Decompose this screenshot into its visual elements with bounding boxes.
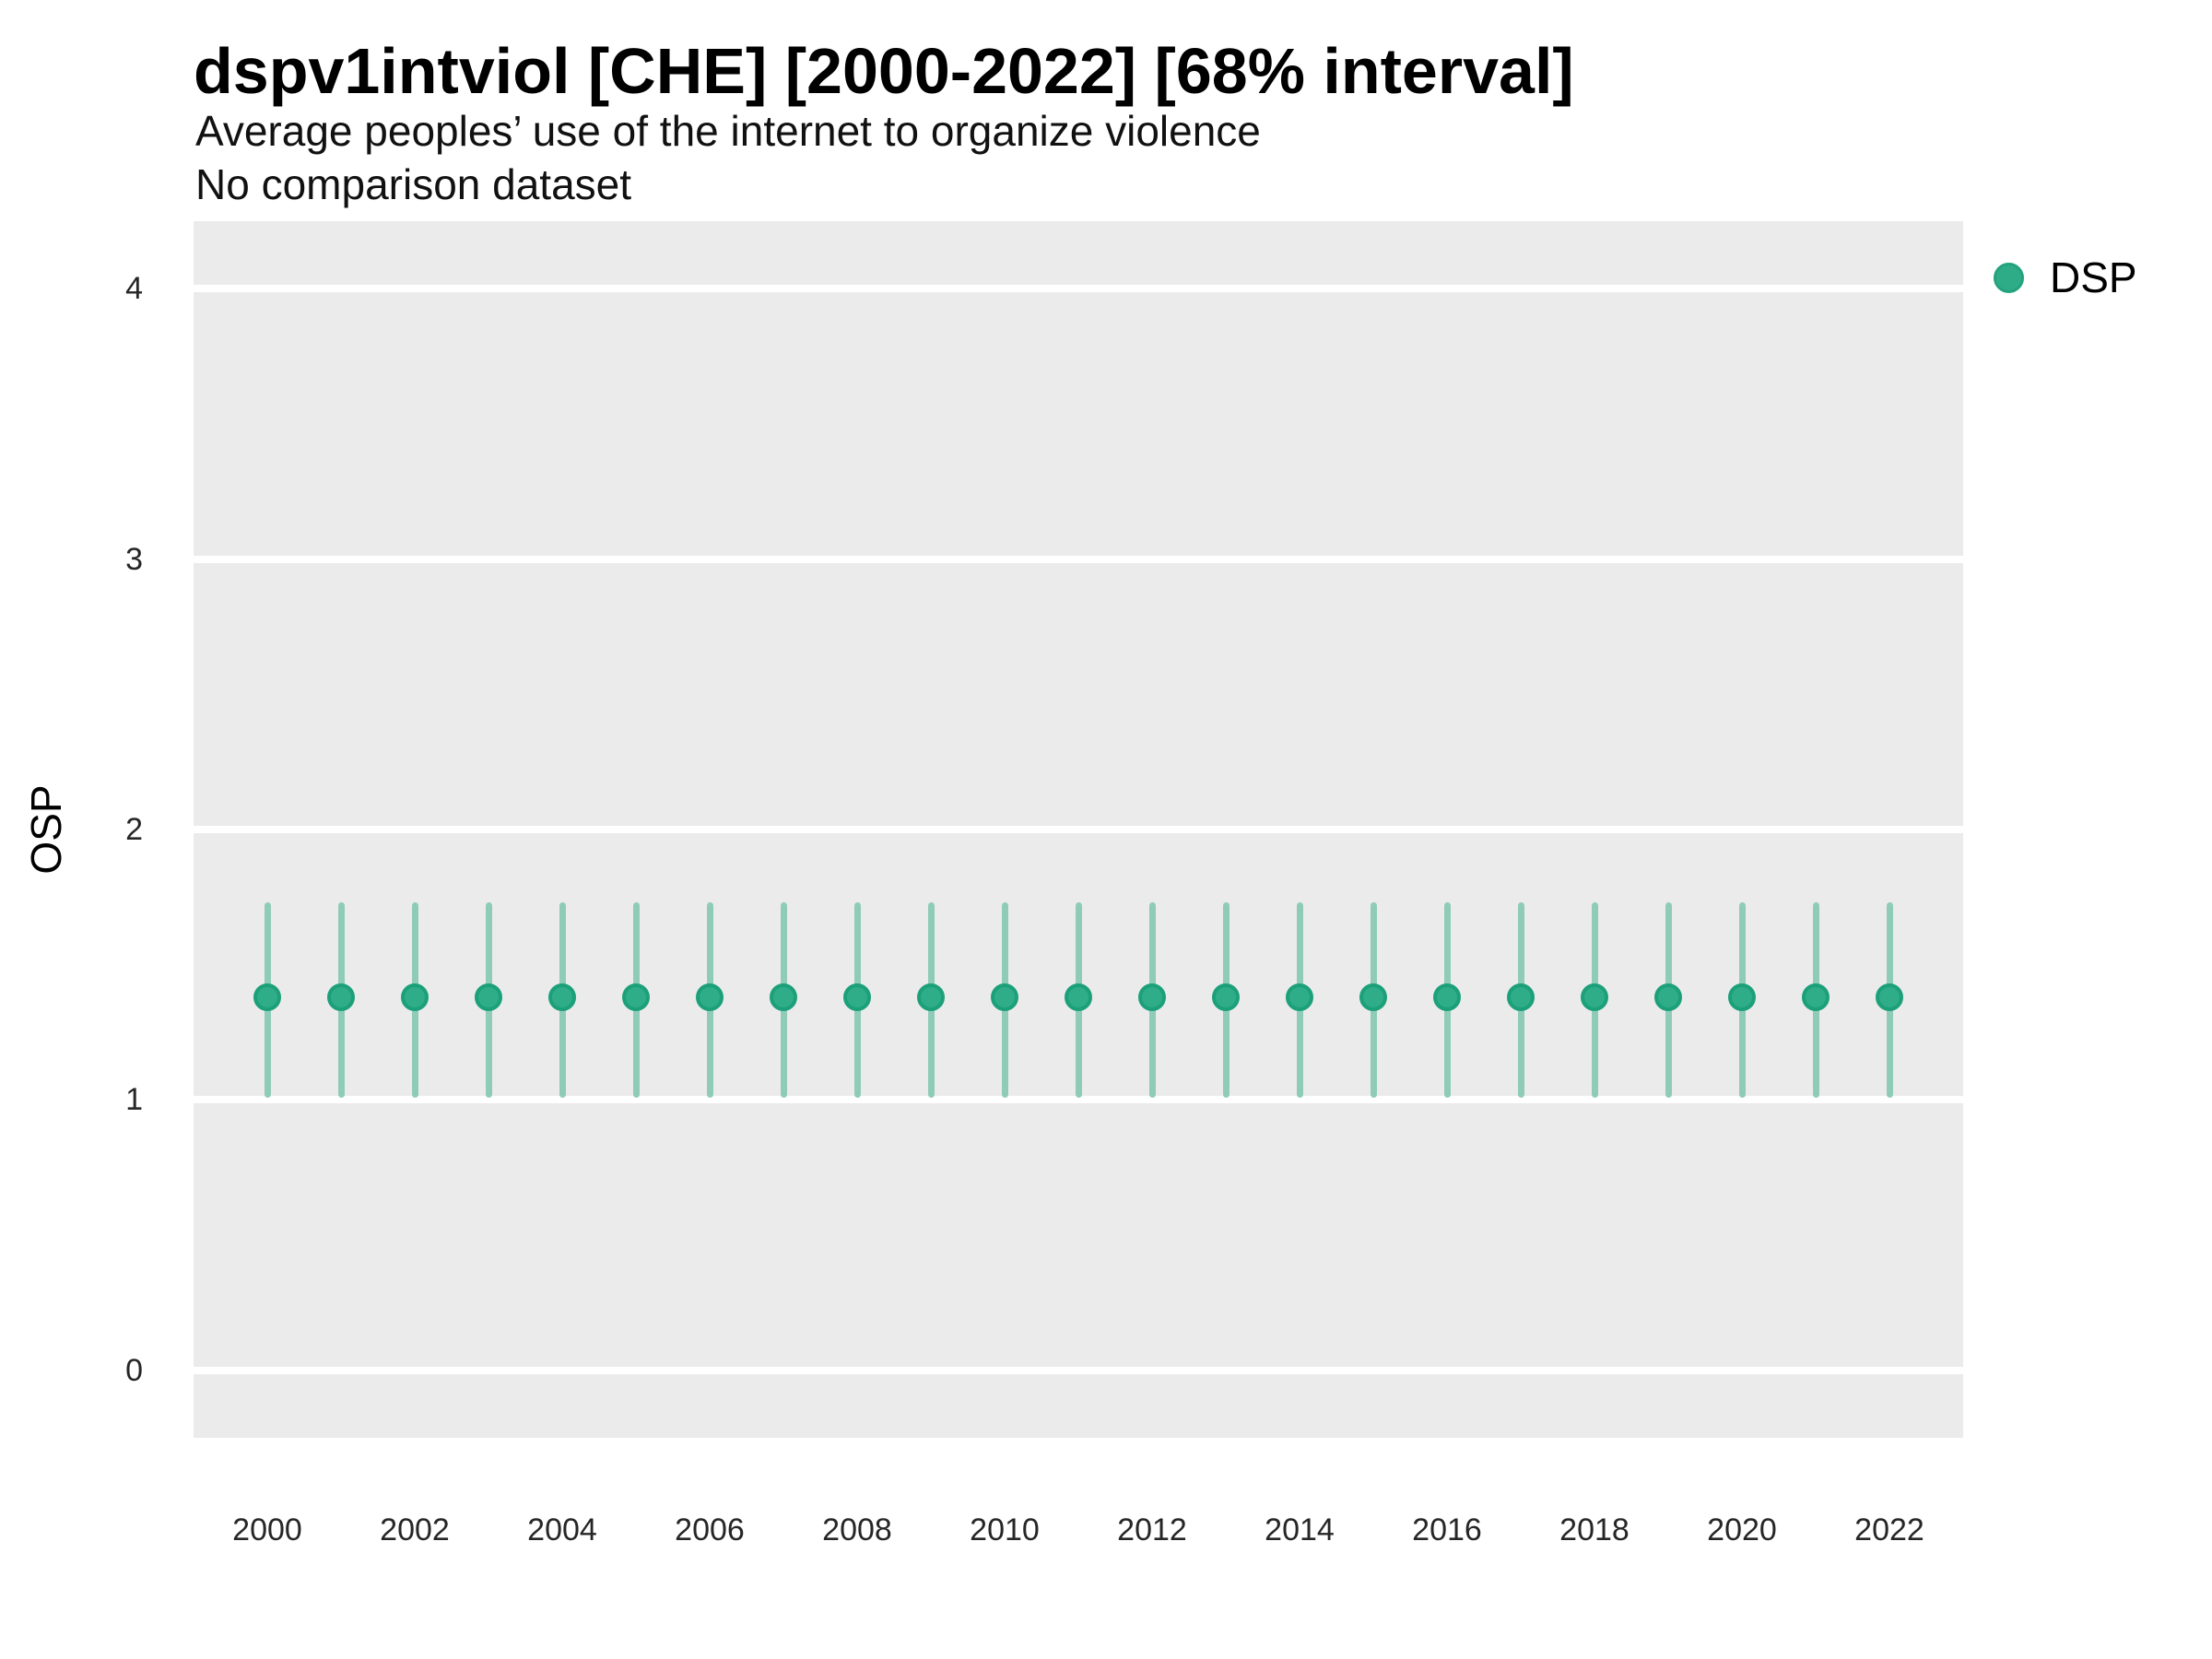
chart-subtitle: Average peoples’ use of the internet to …	[195, 107, 1261, 155]
data-point-2000	[253, 982, 281, 1011]
data-point-2001	[327, 982, 355, 1011]
x-tick-label-2010: 2010	[970, 1512, 1040, 1547]
gridline-y-4	[194, 285, 1963, 293]
y-tick-label-1: 1	[125, 1082, 143, 1118]
data-point-2004	[548, 982, 576, 1011]
data-point-2011	[1065, 982, 1092, 1011]
data-point-2014	[1286, 982, 1313, 1011]
data-point-2009	[917, 982, 945, 1011]
data-point-2003	[475, 982, 502, 1011]
x-tick-label-2014: 2014	[1265, 1512, 1335, 1547]
data-point-2010	[991, 982, 1018, 1011]
data-point-2007	[770, 982, 797, 1011]
x-tick-label-2008: 2008	[822, 1512, 892, 1547]
y-tick-label-2: 2	[125, 812, 143, 847]
legend: DSP	[1994, 256, 2137, 299]
data-point-2021	[1802, 982, 1830, 1011]
legend-circle-icon	[1994, 262, 2024, 293]
x-tick-label-2020: 2020	[1707, 1512, 1777, 1547]
x-tick-label-2016: 2016	[1412, 1512, 1482, 1547]
gridline-y-0	[194, 1366, 1963, 1374]
data-point-2018	[1581, 982, 1608, 1011]
legend-label: DSP	[2050, 253, 2137, 301]
x-tick-label-2022: 2022	[1854, 1512, 1924, 1547]
gridline-y-1	[194, 1096, 1963, 1104]
data-point-2013	[1212, 982, 1240, 1011]
x-tick-label-2006: 2006	[675, 1512, 745, 1547]
data-point-2019	[1654, 982, 1682, 1011]
data-point-2017	[1507, 982, 1535, 1011]
data-point-2012	[1138, 982, 1166, 1011]
y-tick-label-3: 3	[125, 541, 143, 577]
data-point-2006	[696, 982, 724, 1011]
x-tick-label-2018: 2018	[1559, 1512, 1630, 1547]
data-point-2016	[1433, 982, 1461, 1011]
gridline-y-2	[194, 826, 1963, 833]
data-point-2022	[1876, 982, 1903, 1011]
x-tick-label-2004: 2004	[527, 1512, 597, 1547]
data-point-2008	[843, 982, 871, 1011]
y-tick-label-4: 4	[125, 271, 143, 307]
y-tick-label-0: 0	[125, 1352, 143, 1388]
x-tick-label-2000: 2000	[232, 1512, 302, 1547]
x-tick-label-2012: 2012	[1117, 1512, 1187, 1547]
gridline-y-3	[194, 555, 1963, 563]
chart-title: dspv1intviol [CHE] [2000-2022] [68% inte…	[194, 35, 1574, 107]
data-point-2005	[622, 982, 650, 1011]
plot-panel	[194, 221, 1963, 1438]
chart-note: No comparison dataset	[195, 160, 632, 208]
data-point-2002	[401, 982, 429, 1011]
data-point-2015	[1359, 982, 1387, 1011]
x-tick-label-2002: 2002	[380, 1512, 450, 1547]
data-point-2020	[1728, 982, 1756, 1011]
